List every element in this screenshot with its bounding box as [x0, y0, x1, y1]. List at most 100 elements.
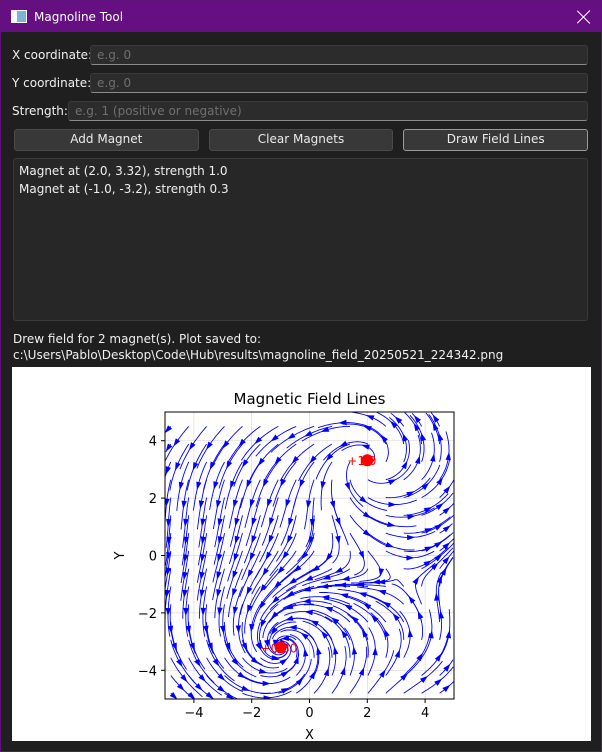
streamline-arrow — [194, 658, 201, 667]
strength-input[interactable] — [68, 100, 588, 121]
streamline — [179, 426, 207, 470]
streamline-arrow — [178, 481, 184, 491]
streamline-arrow — [199, 589, 205, 598]
streamline-arrow — [363, 426, 372, 432]
streamline-arrow — [185, 625, 191, 634]
streamline-arrow — [407, 514, 416, 520]
magnet-point — [274, 641, 287, 654]
y-coordinate-input[interactable] — [90, 72, 588, 93]
x-tick-label: −2 — [242, 706, 261, 721]
streamline — [375, 600, 405, 640]
streamline-arrow — [285, 499, 291, 508]
add-magnet-button[interactable]: Add Magnet — [14, 129, 199, 151]
draw-field-lines-button[interactable]: Draw Field Lines — [403, 129, 589, 151]
streamline-arrow — [338, 582, 347, 588]
streamline-arrow — [241, 642, 248, 651]
x-coordinate-input[interactable] — [90, 44, 588, 65]
streamline-arrow — [400, 673, 408, 681]
streamline-arrow — [241, 685, 250, 691]
streamline-arrow — [173, 438, 181, 447]
streamline-arrow — [420, 675, 428, 683]
streamline-arrow — [445, 451, 451, 461]
streamline-arrow — [165, 589, 171, 599]
streamline-arrow — [242, 459, 249, 468]
streamline-arrow — [329, 500, 336, 510]
app-icon — [11, 10, 27, 23]
magnet-list[interactable]: Magnet at (2.0, 3.32), strength 1.0 Magn… — [13, 158, 588, 321]
streamline-arrow — [258, 457, 265, 466]
streamline-arrow — [287, 432, 296, 440]
streamline — [260, 653, 300, 678]
streamline-arrow — [216, 500, 222, 509]
streamline-arrow — [434, 653, 442, 662]
x-tick-label: 4 — [421, 706, 429, 721]
streamline-arrow — [407, 534, 416, 541]
list-item[interactable]: Magnet at (2.0, 3.32), strength 1.0 — [19, 164, 228, 178]
streamline-arrow — [428, 630, 434, 639]
x-label: X coordinate: — [12, 47, 93, 62]
streamline-arrow — [320, 426, 330, 432]
streamline-arrow — [384, 628, 390, 638]
streamline-arrow — [262, 567, 269, 577]
y-row: Y coordinate: — [12, 72, 588, 93]
streamline-arrow — [435, 503, 444, 511]
streamline-arrow — [285, 603, 294, 610]
streamline-arrow — [277, 566, 285, 574]
streamline — [403, 660, 443, 694]
streamline-arrow — [442, 556, 450, 565]
streamline-arrow — [258, 668, 268, 674]
streamline-arrow — [262, 478, 269, 488]
streamline-arrow — [309, 518, 316, 528]
streamline-arrow — [269, 517, 275, 526]
streamline — [255, 425, 297, 457]
status-text: Drew field for 2 magnet(s). Plot saved t… — [13, 331, 503, 363]
streamline-arrow — [434, 541, 443, 548]
streamline-arrow — [324, 606, 334, 613]
streamline-arrow — [234, 517, 240, 527]
streamline-arrow — [304, 430, 313, 437]
streamline — [262, 603, 297, 639]
streamline-arrow — [423, 507, 433, 514]
streamline-arrow — [251, 517, 257, 527]
streamline-arrow — [268, 534, 275, 544]
streamline-arrow — [176, 658, 183, 668]
streamline-arrow — [251, 535, 257, 544]
streamline-arrow — [339, 440, 348, 447]
streamline-arrow — [443, 485, 451, 494]
streamline-arrow — [165, 425, 173, 434]
streamline-arrow — [265, 551, 272, 560]
list-item[interactable]: Magnet at (-1.0, -3.2), strength 0.3 — [19, 182, 229, 196]
clear-magnets-button[interactable]: Clear Magnets — [208, 129, 394, 151]
streamline-arrow — [213, 481, 219, 490]
streamline-arrow — [200, 536, 206, 545]
streamline-arrow — [226, 460, 233, 469]
streamline-arrow — [189, 442, 196, 451]
close-icon[interactable] — [577, 10, 591, 24]
streamline-arrow — [165, 567, 172, 576]
streamline-arrow — [272, 639, 279, 648]
streamline-arrow — [335, 517, 341, 526]
streamline-arrow — [430, 453, 436, 462]
streamline-arrow — [232, 499, 239, 509]
x-tick-label: 2 — [363, 706, 371, 721]
streamline-arrow — [392, 613, 400, 622]
streamline-arrow — [445, 630, 452, 639]
streamline-arrow — [203, 625, 209, 634]
x-tick-label: 0 — [305, 706, 313, 721]
streamline-arrow — [235, 625, 241, 634]
streamline-arrow — [216, 571, 222, 580]
streamline-arrow — [380, 434, 388, 443]
streamline-arrow — [402, 433, 409, 442]
streamline-arrow — [187, 692, 196, 699]
streamline-arrow — [443, 663, 451, 672]
streamline — [241, 426, 279, 461]
streamline-arrow — [372, 647, 378, 656]
y-axis-label: Y — [113, 551, 128, 560]
streamline — [349, 497, 391, 527]
x-axis-label: X — [305, 728, 314, 741]
streamline-arrow — [165, 607, 171, 617]
streamline-arrow — [200, 518, 206, 527]
streamline-arrow — [262, 680, 271, 687]
streamline-arrow — [442, 506, 451, 515]
